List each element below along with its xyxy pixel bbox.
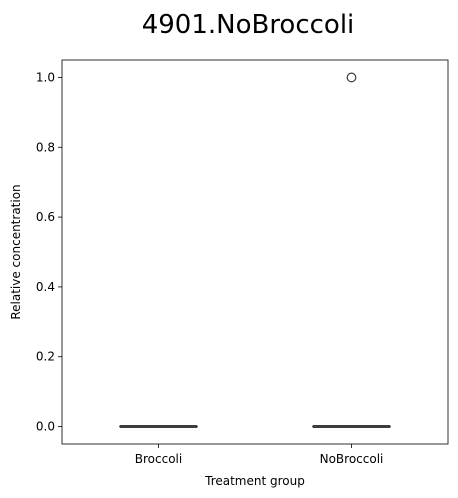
y-tick-label: 1.0 [36, 70, 55, 84]
y-tick-label: 0.0 [36, 420, 55, 434]
x-axis: Broccoli NoBroccoli [135, 444, 384, 466]
x-axis-label: Treatment group [204, 474, 305, 488]
y-tick-label: 0.6 [36, 210, 55, 224]
y-axis: 0.0 0.2 0.4 0.6 0.8 1.0 [36, 70, 62, 434]
y-tick-label: 0.8 [36, 140, 55, 154]
y-tick-label: 0.2 [36, 350, 55, 364]
outlier-point [346, 72, 357, 83]
plot-area [61, 59, 449, 445]
chart-title: 4901.NoBroccoli [142, 10, 355, 40]
x-tick-label: Broccoli [135, 452, 182, 466]
outlier-points [346, 72, 357, 83]
x-tick-label: NoBroccoli [320, 452, 384, 466]
y-axis-label: Relative concentration [9, 184, 23, 319]
y-tick-label: 0.4 [36, 280, 55, 294]
